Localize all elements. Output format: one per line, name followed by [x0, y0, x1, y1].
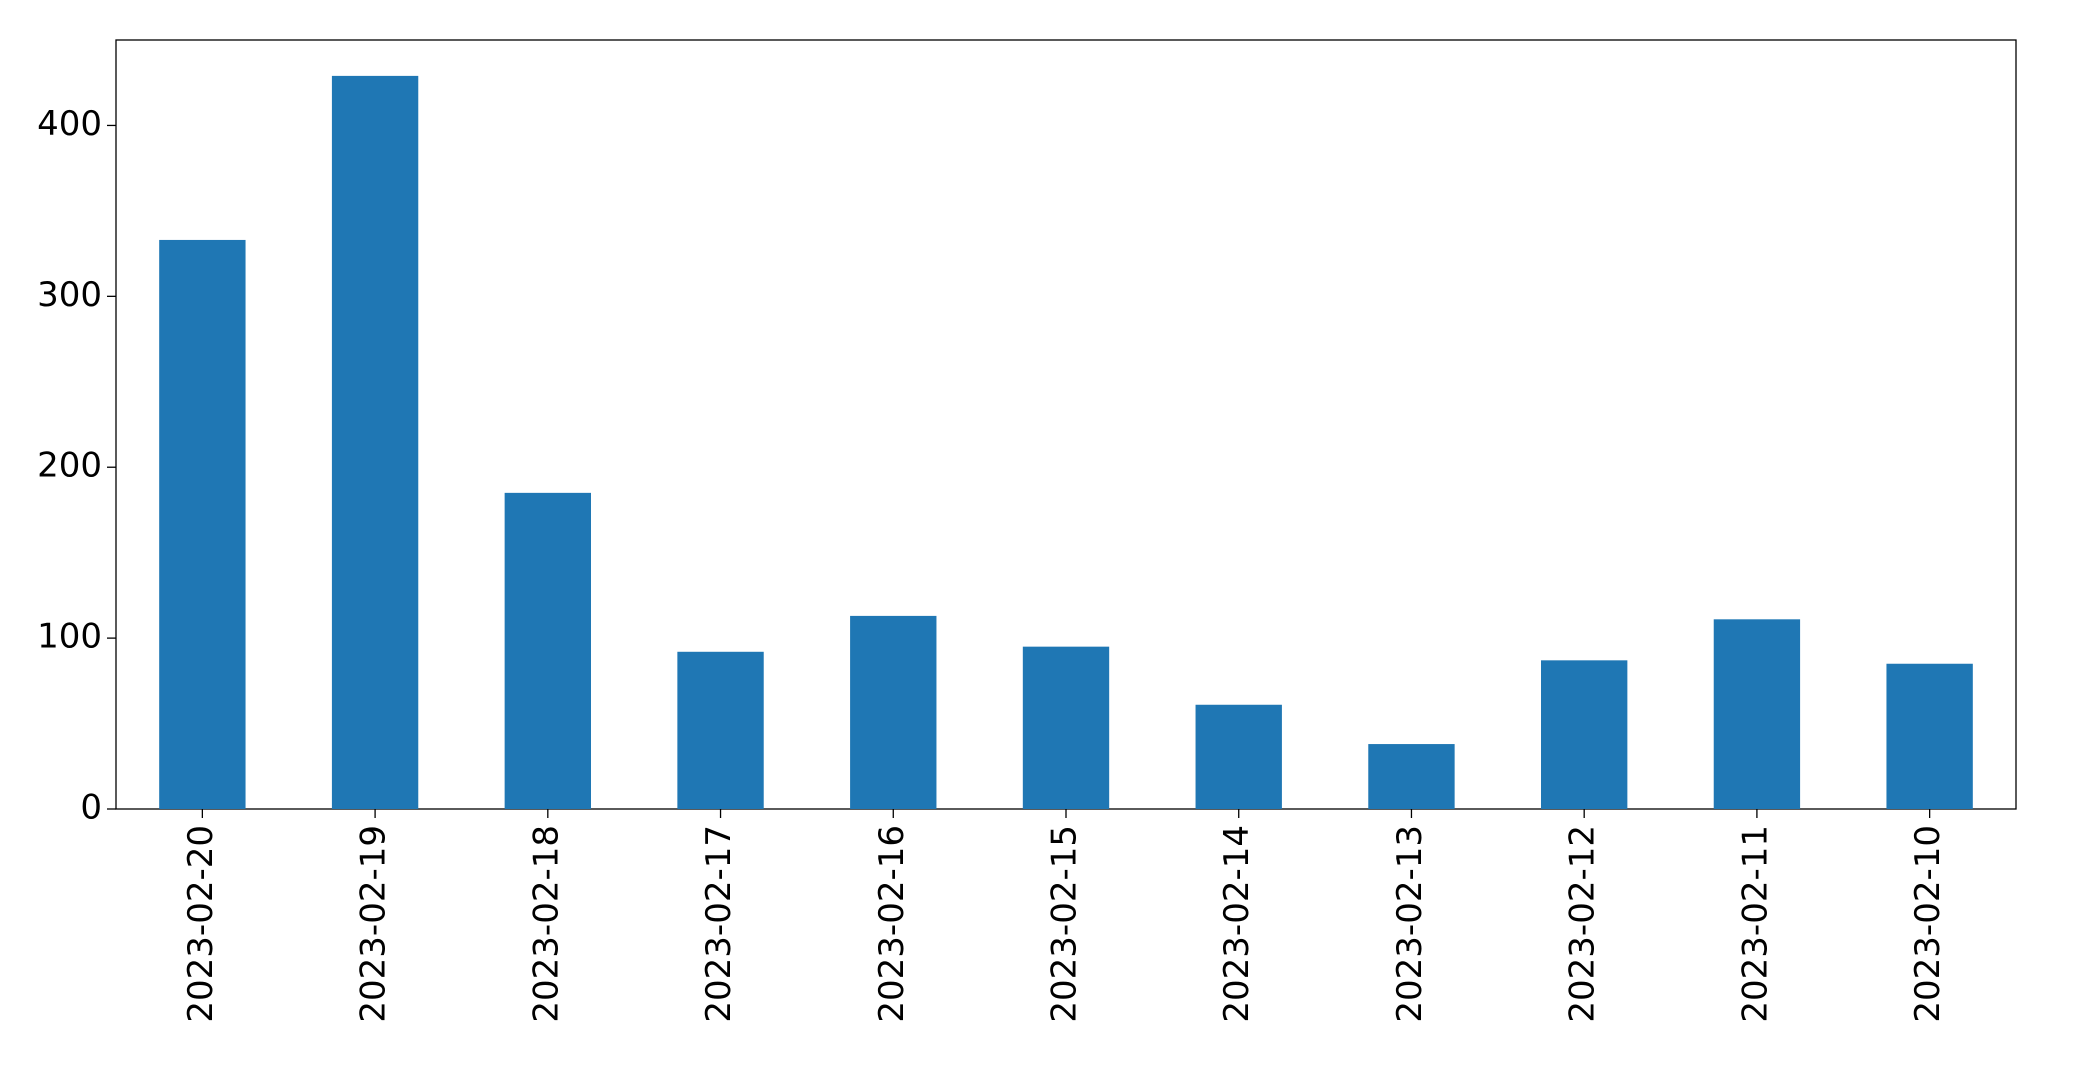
y-tick-label: 400 — [37, 104, 102, 144]
x-tick-label: 2023-02-17 — [699, 825, 739, 1023]
x-tick-label: 2023-02-10 — [1908, 825, 1948, 1023]
x-tick-label: 2023-02-18 — [526, 825, 566, 1023]
bar — [1886, 663, 1973, 809]
x-tick-label: 2023-02-20 — [181, 825, 221, 1023]
x-tick-label: 2023-02-11 — [1735, 825, 1775, 1023]
bar — [1713, 619, 1801, 809]
bar — [159, 239, 246, 809]
x-tick-label: 2023-02-15 — [1045, 825, 1085, 1023]
x-tick-label: 2023-02-14 — [1217, 825, 1257, 1023]
y-tick-label: 200 — [37, 446, 102, 486]
y-tick-label: 0 — [80, 788, 102, 828]
bar — [1368, 744, 1455, 809]
x-tick-label: 2023-02-19 — [354, 825, 394, 1023]
bar — [1541, 660, 1628, 809]
bar — [850, 615, 937, 809]
x-tick-label: 2023-02-16 — [872, 825, 912, 1023]
bar — [1022, 646, 1110, 809]
y-tick-label: 300 — [37, 275, 102, 315]
bar — [677, 651, 764, 809]
x-tick-label: 2023-02-12 — [1563, 825, 1603, 1023]
bar — [331, 75, 419, 810]
y-tick-label: 100 — [37, 617, 102, 657]
bar — [504, 492, 591, 809]
bar — [1195, 704, 1282, 809]
x-tick-label: 2023-02-13 — [1390, 825, 1430, 1023]
